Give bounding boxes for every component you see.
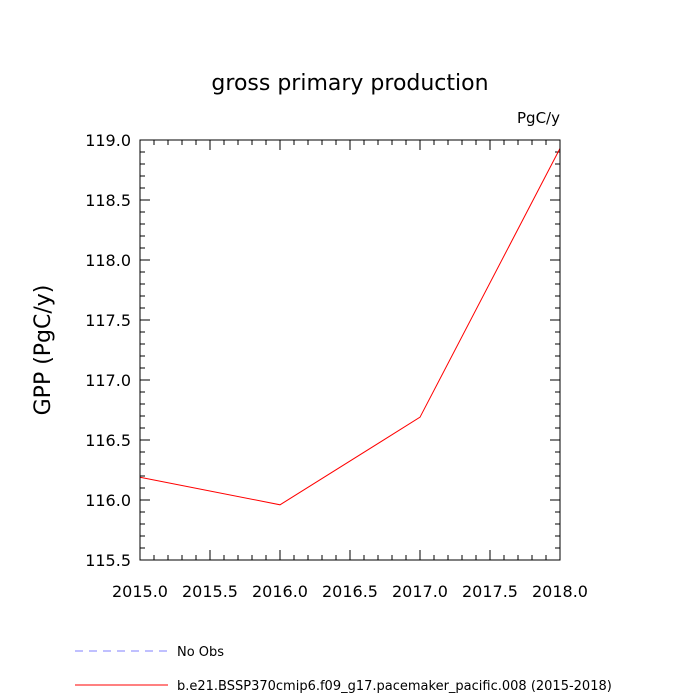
- x-tick-label: 2017.0: [392, 582, 448, 601]
- y-tick-label: 117.0: [85, 371, 131, 390]
- x-tick-label: 2018.0: [532, 582, 588, 601]
- y-tick-label: 118.5: [85, 191, 131, 210]
- y-tick-label: 115.5: [85, 551, 131, 570]
- y-axis-label: GPP (PgC/y): [31, 285, 56, 416]
- x-tick-label: 2016.0: [252, 582, 308, 601]
- ticks-group: [139, 139, 561, 561]
- series-line: [139, 148, 561, 506]
- y-tick-label: 117.5: [85, 311, 131, 330]
- units-label: PgC/y: [517, 109, 560, 127]
- series-group: [139, 148, 561, 506]
- chart-title: gross primary production: [211, 71, 488, 96]
- legend-label: b.e21.BSSP370cmip6.f09_g17.pacemaker_pac…: [177, 679, 612, 694]
- legend: No Obs b.e21.BSSP370cmip6.f09_g17.pacemak…: [75, 645, 612, 694]
- x-tick-label: 2015.0: [112, 582, 168, 601]
- x-tick-label: 2015.5: [182, 582, 238, 601]
- x-tick-label: 2017.5: [462, 582, 518, 601]
- tick-labels-group: 2015.0 2015.5 2016.0 2016.5 2017.0 2017.5 2018…: [85, 131, 588, 601]
- y-tick-label: 116.5: [85, 431, 131, 450]
- y-tick-label: 116.0: [85, 491, 131, 510]
- x-tick-label: 2016.5: [322, 582, 378, 601]
- legend-label: No Obs: [177, 645, 224, 660]
- y-tick-label: 118.0: [85, 251, 131, 270]
- plot-frame: [139, 139, 561, 561]
- y-tick-label: 119.0: [85, 131, 131, 150]
